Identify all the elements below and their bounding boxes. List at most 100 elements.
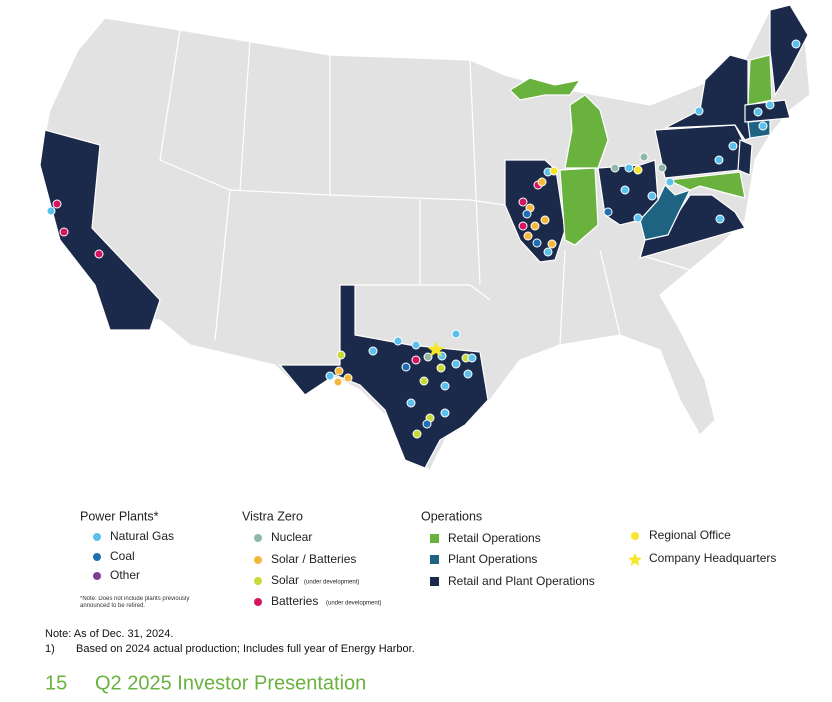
gas-site [633, 213, 643, 223]
legend-swatch [93, 572, 101, 580]
coal-site [603, 207, 613, 217]
legend-item: Solar [271, 573, 299, 587]
legend-heading: Operations [421, 509, 482, 523]
gas-site [620, 185, 630, 195]
batteries-site [411, 355, 421, 365]
gas-site [411, 340, 421, 350]
legend-item: Regional Office [649, 528, 731, 542]
legend-swatch [93, 533, 101, 541]
footer: Note: As of Dec. 31, 2024. 1) Based on 2… [45, 628, 415, 694]
solar-site [540, 215, 550, 225]
legend-item: Retail and Plant Operations [448, 574, 595, 588]
batteries-site [59, 227, 69, 237]
gas-site [368, 346, 378, 356]
gas-site [440, 408, 450, 418]
legend-item: Other [110, 568, 140, 582]
office-site [549, 166, 559, 176]
legend-item: Plant Operations [448, 552, 537, 566]
footnote: Based on 2024 actual production; Include… [76, 643, 415, 655]
gas-site [728, 141, 738, 151]
legend-item: Natural Gas [110, 529, 174, 543]
legend-swatch [631, 532, 639, 540]
batteries-site [52, 199, 62, 209]
footnote-marker: 1) [45, 643, 55, 655]
legend-item-note: (under development) [326, 601, 381, 607]
gas-site [714, 155, 724, 165]
state-new-york [664, 54, 762, 141]
state-connecticut [747, 119, 771, 139]
solar-site [530, 221, 540, 231]
operation-states [39, 4, 809, 469]
gas-site [46, 206, 56, 216]
office-site [633, 165, 643, 175]
gas-site [791, 39, 801, 49]
solar-site [547, 239, 557, 249]
deck-title: Q2 2025 Investor Presentation [95, 672, 366, 694]
gas-site [758, 121, 768, 131]
state-california [39, 129, 161, 331]
legend-item-note: (under development) [304, 580, 359, 586]
footer-note: Note: As of Dec. 31, 2024. [45, 628, 173, 640]
gas-site [406, 398, 416, 408]
gas-site [393, 336, 403, 346]
state-pennsylvania [654, 124, 746, 179]
state-maine [769, 4, 809, 97]
us-map [39, 4, 811, 471]
legend-item: Coal [110, 549, 135, 563]
gas-site [715, 214, 725, 224]
state-texas [278, 284, 489, 469]
coal-site [401, 362, 411, 372]
state-new-hampshire [747, 54, 773, 106]
gas-site [467, 353, 477, 363]
nuclear-site [639, 152, 649, 162]
state-maryland [665, 171, 746, 199]
legend-item: Batteries [271, 594, 318, 608]
nuclear-site [610, 163, 620, 173]
gas-site [451, 359, 461, 369]
gas-site [440, 381, 450, 391]
legend-item: Solar / Batteries [271, 552, 356, 566]
solar-site [343, 373, 353, 383]
legend: Power Plants* Natural Gas Coal Other *No… [80, 509, 776, 609]
solar-dev-site [419, 376, 429, 386]
gas-site [753, 107, 763, 117]
batteries-site [518, 197, 528, 207]
legend-swatch [430, 534, 439, 543]
legend-swatch [254, 556, 262, 564]
legend-item: Retail Operations [448, 531, 541, 545]
batteries-site [518, 221, 528, 231]
gas-site [694, 106, 704, 116]
solar-site [523, 231, 533, 241]
gas-site [463, 369, 473, 379]
legend-swatch [254, 577, 262, 585]
gas-site [647, 191, 657, 201]
site-dots [46, 39, 801, 439]
hq-star [427, 341, 445, 357]
legend-heading: Vistra Zero [242, 509, 303, 523]
nuclear-site [657, 163, 667, 173]
legend-swatch [430, 555, 439, 564]
batteries-site [94, 249, 104, 259]
state-michigan [509, 77, 609, 169]
legend-note: *Note: Does not include plants previousl… [80, 596, 190, 609]
solar-dev-site [436, 363, 446, 373]
legend-note-box: *Note: Does not include plants previousl… [80, 596, 190, 609]
legend-swatch [93, 553, 101, 561]
gas-site [451, 329, 461, 339]
state-borders [159, 29, 691, 346]
state-virginia [639, 194, 746, 259]
gas-site [765, 100, 775, 110]
page-number: 15 [45, 672, 67, 694]
gas-site [624, 163, 634, 173]
solar-dev-site [336, 350, 346, 360]
coal-site [422, 419, 432, 429]
gas-site [665, 177, 675, 187]
nuclear-site [423, 352, 433, 362]
legend-heading: Power Plants* [80, 509, 159, 523]
solar-site [537, 177, 547, 187]
legend-item: Company Headquarters [649, 551, 776, 565]
solar-dev-site [412, 429, 422, 439]
legend-swatch [628, 553, 642, 566]
